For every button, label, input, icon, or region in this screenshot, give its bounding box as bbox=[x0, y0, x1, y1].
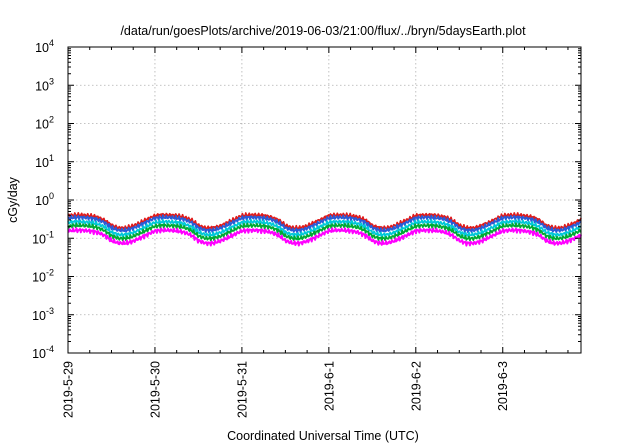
y-tick-label: 10-1 bbox=[32, 229, 54, 246]
x-axis: 2019-5-29 2019-5-30 2019-5-31 2019-6-1 2019-… bbox=[62, 47, 569, 418]
series-group bbox=[67, 211, 582, 247]
grid-lines bbox=[68, 47, 581, 353]
series-line bbox=[67, 227, 582, 247]
y-tick-label: 100 bbox=[35, 191, 54, 208]
x-tick-label: 2019-6-3 bbox=[496, 361, 510, 411]
y-tick-label: 10-2 bbox=[32, 268, 54, 285]
series-line bbox=[67, 218, 582, 239]
y-tick-label: 103 bbox=[35, 76, 54, 93]
series-line bbox=[67, 211, 582, 232]
chart-title: /data/run/goesPlots/archive/2019-06-03/2… bbox=[120, 24, 526, 38]
y-tick-label: 101 bbox=[35, 153, 54, 170]
x-axis-label: Coordinated Universal Time (UTC) bbox=[227, 429, 419, 443]
y-tick-label: 102 bbox=[35, 115, 54, 132]
x-tick-label: 2019-5-30 bbox=[148, 361, 162, 418]
x-tick-label: 2019-6-2 bbox=[409, 361, 423, 411]
y-tick-label: 104 bbox=[35, 38, 54, 55]
x-tick-label: 2019-5-31 bbox=[235, 361, 249, 418]
x-tick-label: 2019-5-29 bbox=[62, 361, 76, 418]
y-axis-label: cGy/day bbox=[6, 176, 20, 223]
x-tick-label: 2019-6-1 bbox=[322, 361, 336, 411]
series-line bbox=[67, 214, 582, 234]
y-tick-label: 10-4 bbox=[32, 344, 54, 361]
y-tick-label: 10-3 bbox=[32, 306, 54, 323]
